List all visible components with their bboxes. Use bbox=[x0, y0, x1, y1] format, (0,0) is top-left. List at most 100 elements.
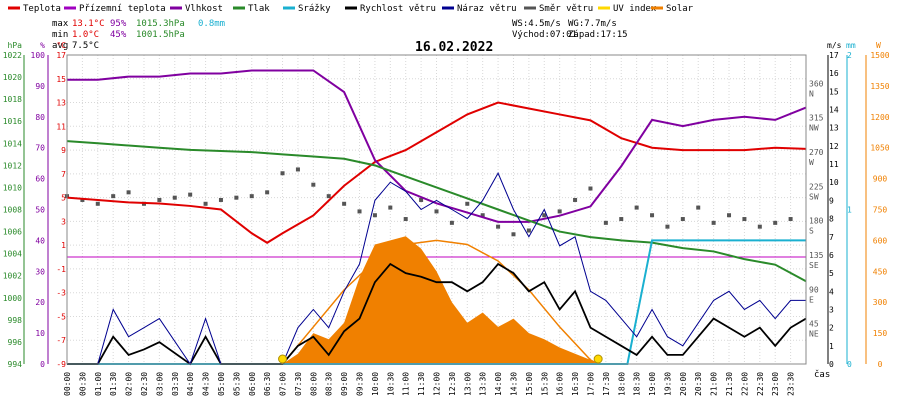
wind-dir-degree: 360 bbox=[809, 79, 824, 88]
wind-speed-axis: 14 bbox=[829, 106, 839, 115]
wind-speed-axis: 6 bbox=[829, 251, 834, 260]
wind-direction-point bbox=[603, 220, 608, 225]
legend-item: Rychlost větru bbox=[360, 4, 436, 14]
stat-min-temp: 1.0°C bbox=[72, 30, 99, 40]
wind-direction-point bbox=[126, 190, 131, 195]
wind-speed-axis: 0 bbox=[829, 360, 834, 369]
wind-direction-point bbox=[265, 190, 270, 195]
solar-axis: 1200 bbox=[870, 113, 889, 122]
stat-min-hum: 45% bbox=[110, 30, 127, 40]
wind-speed-axis: 5 bbox=[829, 269, 834, 278]
x-tick-label: 16:00 bbox=[556, 372, 565, 396]
x-tick-label: 03:30 bbox=[171, 372, 180, 396]
stat-avg-temp: 7.5°C bbox=[72, 41, 99, 51]
wind-direction-point bbox=[757, 224, 762, 229]
x-axis-label: čas bbox=[814, 369, 830, 380]
pressure-axis: 1016 bbox=[3, 117, 22, 126]
sunset: Západ:17:15 bbox=[568, 30, 628, 40]
pressure-axis: 994 bbox=[8, 360, 23, 369]
x-tick-label: 02:30 bbox=[140, 372, 149, 396]
humidity-axis: 40 bbox=[35, 236, 45, 245]
x-tick-label: 23:30 bbox=[787, 372, 796, 396]
wind-direction-point bbox=[727, 213, 732, 218]
x-tick-label: 14:00 bbox=[494, 372, 503, 396]
wind-dir-degree: 45 bbox=[809, 320, 819, 329]
x-tick-label: 05:30 bbox=[232, 372, 241, 396]
temperature-axis: 5 bbox=[61, 194, 66, 203]
solar-axis: 600 bbox=[873, 236, 888, 245]
wind-ws: WS:4.5m/s bbox=[512, 19, 561, 29]
temperature-axis: 3 bbox=[61, 217, 66, 226]
stat-min-label: min bbox=[52, 30, 68, 40]
temperature-axis: 11 bbox=[56, 122, 66, 131]
wind-direction-point bbox=[634, 205, 639, 210]
x-tick-label: 06:30 bbox=[263, 372, 272, 396]
solar-axis: 150 bbox=[873, 329, 888, 338]
wind-speed-axis: 3 bbox=[829, 305, 834, 314]
x-tick-label: 17:00 bbox=[586, 372, 595, 396]
wind-speed-axis: 13 bbox=[829, 124, 839, 133]
wind-direction-point bbox=[342, 201, 347, 206]
x-tick-label: 23:00 bbox=[771, 372, 780, 396]
solar-axis: 1350 bbox=[870, 82, 889, 91]
wind-speed-axis: 15 bbox=[829, 87, 839, 96]
humidity-axis: 0 bbox=[40, 360, 45, 369]
legend-item: UV index bbox=[613, 4, 657, 14]
sunrise: Východ:07:01 bbox=[512, 30, 577, 40]
wind-direction-point bbox=[588, 186, 593, 191]
pressure-axis: 1012 bbox=[3, 161, 22, 170]
wind-direction-point bbox=[388, 205, 393, 210]
wind-direction-point bbox=[295, 167, 300, 172]
pressure-axis: 1014 bbox=[3, 139, 22, 148]
wind-speed-axis: 10 bbox=[829, 178, 839, 187]
wind-dir-label: SE bbox=[809, 261, 819, 270]
wind-direction-point bbox=[465, 201, 470, 206]
stat-min-press: 1001.5hPa bbox=[136, 30, 185, 40]
wind-direction-point bbox=[80, 197, 85, 202]
solar-axis: 450 bbox=[873, 267, 888, 276]
wind-direction-point bbox=[526, 228, 531, 233]
wind-direction-point bbox=[157, 197, 162, 202]
wind-direction-point bbox=[711, 220, 716, 225]
wind-dir-degree: 135 bbox=[809, 251, 824, 260]
wind-direction-point bbox=[449, 220, 454, 225]
temperature-axis: 9 bbox=[61, 146, 66, 155]
x-tick-label: 20:30 bbox=[694, 372, 703, 396]
legend: Teplota Přízemní teplota Vlhkost Tlak Srážky… bbox=[8, 4, 694, 14]
wind-direction-point bbox=[326, 194, 331, 199]
wind-dir-degree: 180 bbox=[809, 217, 824, 226]
stat-max-press: 1015.3hPa bbox=[136, 19, 185, 29]
x-tick-label: 22:00 bbox=[740, 372, 749, 396]
humidity-axis: 10 bbox=[35, 329, 45, 338]
wind-direction-point bbox=[218, 197, 223, 202]
humidity-axis: 70 bbox=[35, 144, 45, 153]
humidity-axis: 80 bbox=[35, 113, 45, 122]
x-tick-label: 14:30 bbox=[509, 372, 518, 396]
x-tick-label: 05:00 bbox=[217, 372, 226, 396]
pressure-axis: 1010 bbox=[3, 183, 22, 192]
x-tick-label: 21:30 bbox=[725, 372, 734, 396]
uv-index-marker bbox=[593, 354, 603, 364]
wind-speed-axis: 2 bbox=[829, 324, 834, 333]
wind-direction-point bbox=[773, 220, 778, 225]
solar-axis: 1050 bbox=[870, 144, 889, 153]
x-tick-label: 01:00 bbox=[94, 372, 103, 396]
wind-dir-degree: 270 bbox=[809, 148, 824, 157]
wind-direction-point bbox=[95, 201, 100, 206]
x-tick-label: 00:30 bbox=[78, 372, 87, 396]
temperature-axis: -9 bbox=[56, 360, 66, 369]
x-tick-label: 12:30 bbox=[448, 372, 457, 396]
wind-dir-label: N bbox=[809, 89, 814, 98]
wind-direction-point bbox=[249, 194, 254, 199]
x-tick-label: 09:00 bbox=[340, 372, 349, 396]
temperature-axis: -1 bbox=[56, 265, 66, 274]
series-line bbox=[67, 172, 806, 366]
wind-speed-axis: 1 bbox=[829, 342, 834, 351]
solar-axis: 300 bbox=[873, 298, 888, 307]
humidity-axis: 30 bbox=[35, 267, 45, 276]
pressure-axis: 1008 bbox=[3, 206, 22, 215]
wind-dir-degree: 90 bbox=[809, 285, 819, 294]
x-tick-label: 20:00 bbox=[679, 372, 688, 396]
x-tick-label: 04:30 bbox=[202, 372, 211, 396]
wind-direction-point bbox=[480, 213, 485, 218]
